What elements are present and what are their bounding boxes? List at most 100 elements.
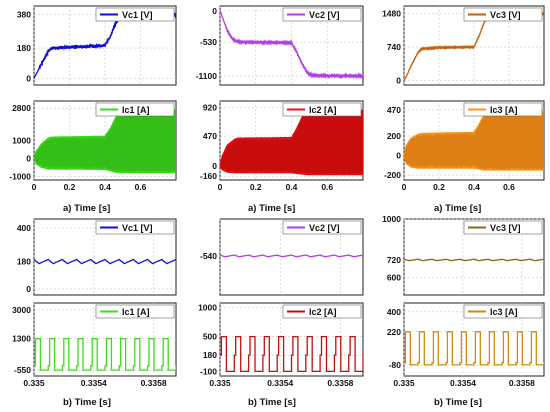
y-tick-label: 2800 <box>12 103 31 113</box>
y-tick-label: 0 <box>26 284 31 294</box>
plot-area <box>34 338 176 371</box>
x-tick-label: 0.6 <box>503 182 515 192</box>
legend-label: Ic1 [A] <box>122 307 150 317</box>
y-tick-label: 720 <box>387 255 401 265</box>
legend-b-ic2: Ic2 [A] <box>282 304 362 319</box>
plot-area <box>34 107 176 174</box>
x-tick-label: 0.3354 <box>81 378 107 388</box>
y-tick-label: 470 <box>203 131 217 141</box>
captions-group: a) Time [s] a) Time [s] a) Time [s] b) T… <box>63 203 482 408</box>
series-envelope <box>404 108 544 171</box>
x-tick-label: 0.3354 <box>450 378 476 388</box>
legend-box <box>282 220 362 235</box>
plot-area <box>34 258 176 265</box>
x-tick-label: 0.335 <box>209 378 231 388</box>
y-tick-label: 0 <box>26 153 31 163</box>
y-tick-label: 740 <box>387 42 401 52</box>
legend-label: Ic1 [A] <box>122 105 150 115</box>
y-tick-label: 1480 <box>382 9 401 19</box>
panel-a-vc1: 0 180 380 Vc1 [V] <box>17 5 177 86</box>
series-line <box>404 331 544 366</box>
y-tick-label: 470 <box>387 105 401 115</box>
y-tick-label: 400 <box>387 307 401 317</box>
plot-area <box>404 108 544 171</box>
y-tick-label: 1300 <box>12 334 31 344</box>
legend-label: Ic2 [A] <box>309 105 337 115</box>
series-line <box>34 338 176 371</box>
legend-b-ic1: Ic1 [A] <box>95 304 175 319</box>
caption-a-3: a) Time [s] <box>434 203 481 214</box>
y-tick-label: 380 <box>17 9 31 19</box>
y-tick-label: 180 <box>203 350 217 360</box>
y-tick-label: 0 <box>212 6 217 16</box>
legend-box <box>95 220 175 235</box>
y-tick-label: -550 <box>14 365 31 375</box>
series-line <box>220 335 363 373</box>
legend-label: Vc3 [V] <box>490 10 521 20</box>
legend-box <box>463 102 543 117</box>
legend-label: Ic3 [A] <box>490 105 518 115</box>
panels-group: 0 180 380 Vc1 [V] 0 -530 -1100 Vc2 [V] 0 740 1480 V… <box>9 5 545 388</box>
x-tick-label: 0.2 <box>250 182 262 192</box>
legend-label: Vc2 [V] <box>309 10 340 20</box>
caption-b-1: b) Time [s] <box>63 397 111 408</box>
legend-a-ic1: Ic1 [A] <box>95 102 175 117</box>
x-tick-label: 0 <box>218 182 223 192</box>
x-tick-label: 0.3358 <box>327 378 353 388</box>
legend-a-vc3: Vc3 [V] <box>463 7 543 22</box>
y-tick-label: 1000 <box>382 214 401 224</box>
y-tick-label: 1000 <box>198 303 217 313</box>
y-tick-label: -80 <box>389 360 402 370</box>
y-tick-label: 200 <box>387 131 401 141</box>
series-envelope <box>220 108 363 176</box>
legend-label: Vc3 [V] <box>490 223 521 233</box>
y-tick-label: 500 <box>203 332 217 342</box>
x-tick-label: 0 <box>32 182 37 192</box>
legend-label: Ic2 [A] <box>309 307 337 317</box>
series-line <box>220 254 363 258</box>
legend-a-ic2: Ic2 [A] <box>282 102 362 117</box>
x-tick-label: 0.4 <box>286 182 298 192</box>
legend-a-ic3: Ic3 [A] <box>463 102 543 117</box>
series-envelope <box>34 107 176 174</box>
y-tick-label: 0 <box>26 73 31 83</box>
x-tick-label: 0 <box>402 182 407 192</box>
series-line <box>220 10 363 80</box>
caption-a-1: a) Time [s] <box>63 203 110 214</box>
legend-box <box>282 304 362 319</box>
caption-a-2: a) Time [s] <box>248 203 295 214</box>
series-line <box>404 258 544 262</box>
panel-b-ic1: -550 1300 3000 0.335 0.3354 0.3358 Ic1 [A] <box>12 302 177 388</box>
x-tick-label: 0.6 <box>321 182 333 192</box>
plot-area <box>220 108 363 176</box>
legend-box <box>463 7 543 22</box>
legend-label: Vc1 [V] <box>122 10 153 20</box>
panel-b-ic3: -80 220 400 0.335 0.3354 0.3358 Ic3 [A] <box>387 302 545 388</box>
y-tick-label: 920 <box>203 102 217 112</box>
legend-b-vc1: Vc1 [V] <box>95 220 175 235</box>
panel-b-vc1: 0 180 400 Vc1 [V] <box>17 218 177 296</box>
legend-a-vc2: Vc2 [V] <box>282 7 362 22</box>
y-tick-label: 400 <box>17 223 31 233</box>
legend-box <box>95 304 175 319</box>
plot-area <box>220 254 363 258</box>
x-tick-label: 0.4 <box>468 182 480 192</box>
y-tick-label: -530 <box>200 37 217 47</box>
x-tick-label: 0.4 <box>99 182 111 192</box>
legend-box <box>95 102 175 117</box>
panel-b-vc3: 600 720 1000 Vc3 [V] <box>382 214 545 296</box>
panel-b-vc2: -540 Vc2 [V] <box>200 218 364 296</box>
legend-b-ic3: Ic3 [A] <box>463 304 543 319</box>
legend-box <box>282 102 362 117</box>
plot-area <box>220 10 363 80</box>
y-tick-label: 1000 <box>12 136 31 146</box>
panel-b-ic2: -100 180 500 1000 0.335 0.3354 0.3358 Ic2 [A] <box>198 302 364 388</box>
y-tick-label: 3000 <box>12 305 31 315</box>
legend-b-vc3: Vc3 [V] <box>463 220 543 235</box>
plot-area <box>404 331 544 366</box>
plot-area <box>404 258 544 262</box>
y-tick-label: -1000 <box>9 171 31 181</box>
series-texture <box>34 108 176 173</box>
